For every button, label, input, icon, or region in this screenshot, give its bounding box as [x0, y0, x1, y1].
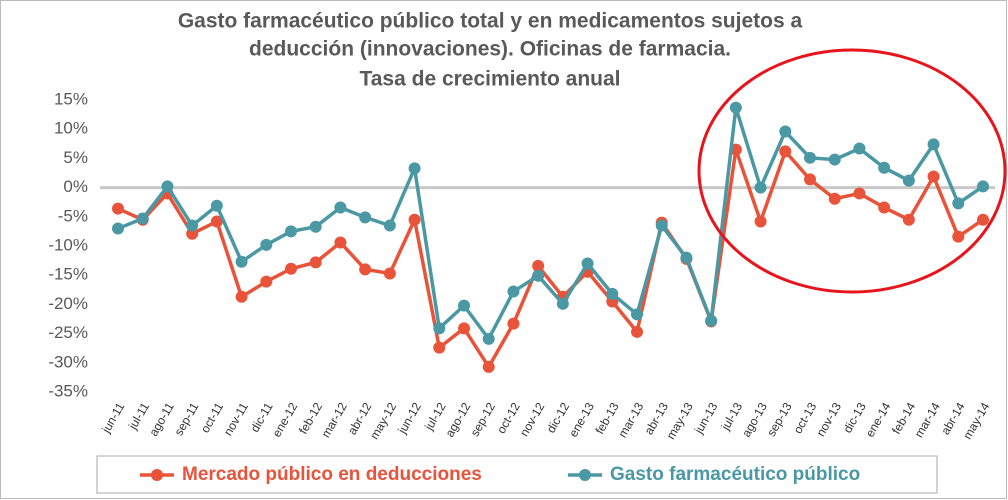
marker [408, 213, 421, 226]
y-tick-label: -20% [48, 294, 88, 313]
marker [433, 341, 446, 354]
highlight-ellipse [697, 48, 1007, 294]
y-tick-label: 15% [54, 89, 88, 108]
marker [112, 222, 124, 235]
y-tick-label: -35% [48, 381, 88, 400]
marker [458, 299, 470, 312]
marker [680, 251, 693, 264]
marker [754, 181, 767, 194]
marker [729, 101, 742, 114]
y-tick-label: -25% [48, 323, 88, 342]
marker [828, 192, 841, 205]
marker [507, 317, 520, 330]
marker [902, 213, 915, 226]
marker [359, 211, 372, 224]
marker [902, 174, 915, 187]
marker [482, 332, 495, 345]
y-tick-label: -5% [58, 206, 88, 225]
chart-title: Tasa de crecimiento anual [359, 68, 620, 91]
marker [952, 197, 965, 210]
marker [779, 125, 792, 138]
y-tick-label: 10% [54, 119, 88, 138]
marker [804, 173, 816, 186]
marker [383, 267, 396, 280]
marker [235, 290, 248, 303]
marker [260, 275, 273, 288]
marker [927, 138, 940, 151]
marker [285, 262, 297, 275]
marker [507, 285, 520, 298]
marker [161, 180, 174, 193]
marker [828, 153, 841, 166]
y-tick-label: -10% [48, 235, 88, 254]
y-tick-label: 0% [63, 177, 88, 196]
marker [655, 219, 668, 232]
marker [260, 238, 273, 251]
marker [383, 219, 396, 232]
marker [754, 215, 767, 228]
marker [977, 213, 989, 226]
marker [952, 230, 965, 243]
marker [606, 287, 619, 300]
marker [136, 212, 149, 225]
marker [556, 297, 569, 310]
marker [210, 215, 223, 228]
marker [458, 322, 470, 335]
marker [235, 255, 248, 268]
marker [927, 170, 940, 183]
legend-box [96, 455, 938, 494]
marker [705, 314, 718, 327]
marker [433, 322, 446, 335]
marker [285, 225, 297, 238]
y-tick-label: -15% [48, 265, 88, 284]
marker [334, 201, 347, 214]
marker [532, 269, 545, 282]
marker [482, 360, 495, 373]
y-tick-label: 5% [63, 148, 88, 167]
marker [779, 145, 792, 158]
marker [334, 236, 347, 249]
legend-marker [579, 469, 591, 481]
marker [878, 161, 891, 174]
marker [309, 220, 322, 233]
marker [112, 202, 124, 215]
marker [581, 257, 594, 270]
legend-label: Mercado público en deducciones [182, 464, 482, 485]
marker [804, 151, 816, 164]
y-tick-label: -30% [48, 352, 88, 371]
marker [359, 263, 372, 276]
marker [408, 162, 421, 175]
marker [631, 325, 643, 338]
marker [532, 259, 545, 272]
legend-marker [151, 469, 163, 481]
marker [853, 142, 866, 155]
marker [631, 308, 643, 321]
chart-title: Gasto farmacéutico público total y en me… [178, 10, 803, 33]
marker [878, 201, 891, 214]
marker [853, 187, 866, 200]
marker [186, 219, 199, 232]
marker [210, 199, 223, 212]
legend-label: Gasto farmacéutico público [610, 464, 860, 485]
marker [977, 180, 989, 193]
chart-title: deducción (innovaciones). Oficinas de fa… [249, 38, 731, 61]
marker [309, 256, 322, 269]
